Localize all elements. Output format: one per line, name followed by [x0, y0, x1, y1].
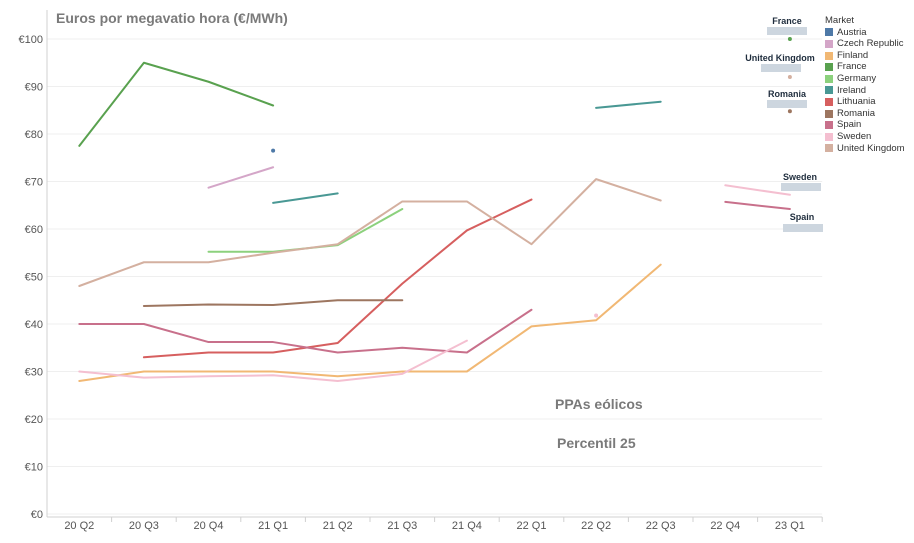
y-tick-label: €30 — [25, 367, 43, 379]
x-tick-label: 21 Q4 — [452, 520, 482, 532]
legend-swatch — [825, 39, 833, 48]
series-point — [787, 75, 792, 79]
legend-item: Romania — [825, 108, 905, 120]
legend-label: Sweden — [837, 130, 872, 142]
legend-item: Lithuania — [825, 96, 905, 108]
y-tick-label: €100 — [19, 34, 43, 46]
legend-item: Ireland — [825, 85, 905, 97]
end-label-box — [761, 64, 801, 72]
series-line-segment — [78, 263, 662, 382]
y-tick-label: €50 — [25, 272, 43, 284]
legend-swatch — [825, 97, 833, 106]
legend-title: Market — [825, 15, 855, 26]
legend-item: Austria — [825, 27, 905, 39]
series-point — [271, 148, 276, 153]
legend-swatch — [825, 144, 833, 153]
series-line-segment — [207, 166, 275, 189]
end-label-box — [767, 100, 807, 108]
series-line-segment — [78, 61, 275, 147]
y-tick-label: €20 — [25, 414, 43, 426]
legend-label: Ireland — [837, 84, 867, 96]
legend-label: France — [837, 61, 867, 73]
legend-swatch — [825, 51, 833, 60]
y-axis-ticks: €0 €10 €20 €30 €40 €50 €60 €70 €80 €90 €100 — [19, 34, 43, 521]
x-axis-ticks: 20 Q2 20 Q3 20 Q4 21 Q1 21 Q2 21 Q3 21 Q4 22 Q1… — [64, 517, 823, 532]
legend-swatch — [825, 132, 833, 141]
y-tick-label: €80 — [25, 129, 43, 141]
legend-swatch — [825, 109, 833, 118]
legend-swatch — [825, 74, 833, 83]
legend-label: Czech Republic — [837, 38, 904, 50]
legend-item: Czech Republic — [825, 38, 905, 50]
x-tick-label: 21 Q3 — [387, 520, 417, 532]
x-tick-label: 22 Q4 — [710, 520, 740, 532]
chart-title: Euros por megavatio hora (€/MWh) — [56, 10, 288, 26]
legend-swatch — [825, 86, 833, 95]
legend-item: Germany — [825, 73, 905, 85]
series-line-segment — [142, 198, 533, 359]
end-label-box — [783, 224, 823, 232]
end-labels: France United Kingdom Romania Sweden Spain — [745, 16, 823, 232]
end-label-box — [781, 183, 821, 191]
legend-swatch — [825, 28, 833, 37]
series-line-segment — [142, 299, 404, 307]
legend-label: Austria — [837, 26, 867, 38]
series-point — [787, 109, 792, 114]
series-point — [787, 37, 792, 41]
x-tick-label: 23 Q1 — [775, 520, 805, 532]
x-tick-label: 20 Q2 — [64, 520, 94, 532]
y-tick-label: €60 — [25, 224, 43, 236]
series-line-segment — [78, 339, 468, 382]
x-tick-label: 22 Q1 — [517, 520, 547, 532]
x-tick-label: 22 Q3 — [646, 520, 676, 532]
series-point — [594, 313, 599, 318]
legend-label: Spain — [837, 119, 862, 131]
grid-lines — [46, 10, 823, 518]
end-label: Sweden — [783, 172, 817, 182]
x-tick-label: 20 Q3 — [129, 520, 159, 532]
annotation-ppas: PPAs eólicos — [555, 396, 643, 412]
x-tick-label: 20 Q4 — [194, 520, 224, 532]
end-label: United Kingdom — [745, 53, 815, 63]
y-tick-label: €70 — [25, 177, 43, 189]
y-tick-label: €0 — [31, 509, 43, 521]
y-tick-label: €40 — [25, 319, 43, 331]
end-label: Spain — [790, 212, 815, 222]
legend-label: United Kingdom — [837, 142, 905, 154]
end-label: Romania — [768, 89, 807, 99]
x-tick-label: 21 Q1 — [258, 520, 288, 532]
legend-item: Spain — [825, 119, 905, 131]
legend-label: Romania — [837, 107, 876, 119]
series-lines — [78, 37, 792, 382]
legend-label: Finland — [837, 49, 869, 61]
y-tick-label: €10 — [25, 462, 43, 474]
series-line-segment — [207, 208, 404, 253]
series-line-segment — [724, 200, 791, 211]
y-tick-label: €90 — [25, 82, 43, 94]
legend-swatch — [825, 121, 833, 130]
series-line-segment — [78, 308, 533, 354]
legend-item: Sweden — [825, 131, 905, 143]
series-line-segment — [595, 100, 662, 109]
legend-item: France — [825, 61, 905, 73]
end-label-box — [767, 27, 807, 35]
legend-label: Lithuania — [837, 96, 876, 108]
legend: Market Austria Czech Republic Finland Franc… — [825, 15, 905, 154]
legend-item: United Kingdom — [825, 143, 905, 155]
legend-label: Germany — [837, 72, 877, 84]
end-label: France — [772, 16, 802, 26]
legend-swatch — [825, 63, 833, 72]
annotation-percentile: Percentil 25 — [557, 435, 636, 451]
x-tick-label: 21 Q2 — [323, 520, 353, 532]
legend-item: Finland — [825, 50, 905, 62]
x-tick-label: 22 Q2 — [581, 520, 611, 532]
series-line-segment — [78, 178, 662, 287]
series-line-segment — [724, 184, 791, 196]
legend-items: Austria Czech Republic Finland France German… — [825, 27, 905, 155]
series-line-segment — [272, 192, 339, 204]
